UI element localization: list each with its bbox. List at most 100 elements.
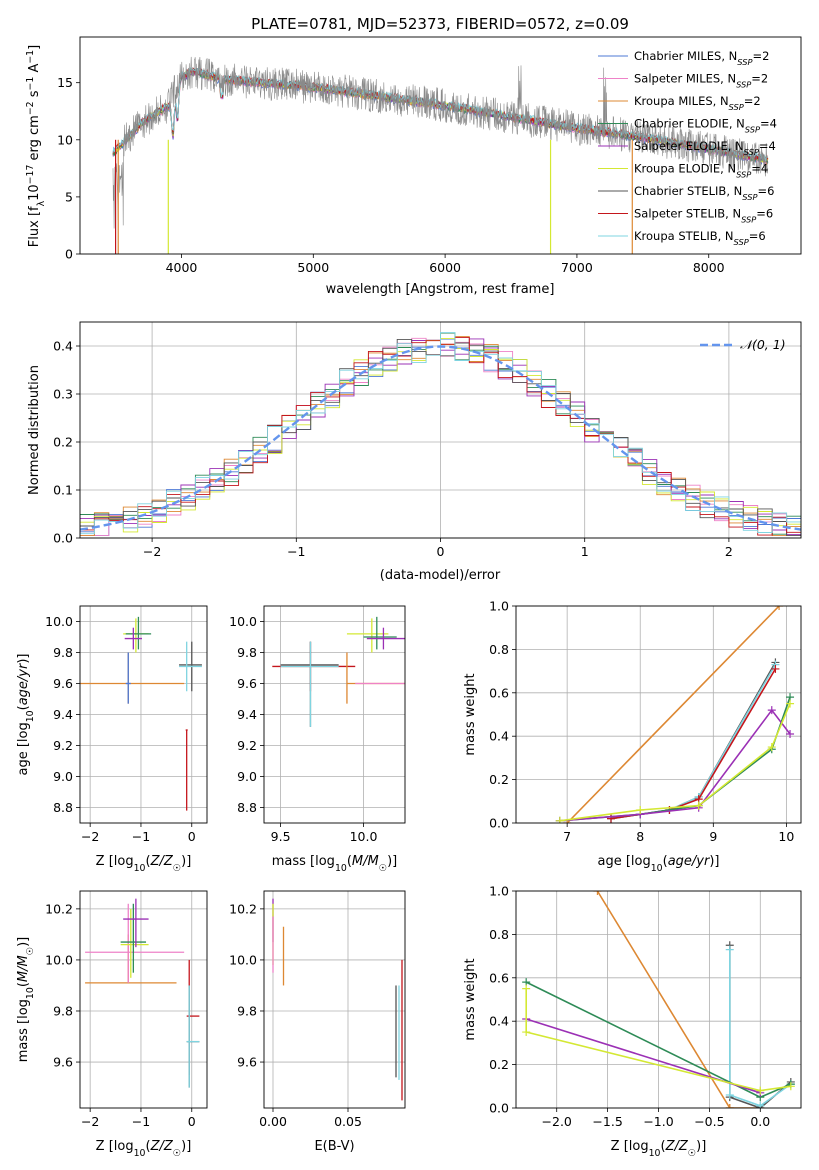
y-tick-label: 9.8 (53, 1003, 73, 1018)
x-axis-label: (data-model)/error (380, 568, 501, 583)
y-tick-label: 0.6 (489, 685, 509, 700)
x-tick-label: −2 (81, 1114, 99, 1129)
legend-label: Chabrier STELIB, NSSP=6 (634, 184, 774, 202)
plot-massweight_vs_age: 7 8 9 10 0.0 0.2 0.4 0.6 0.8 1.0 age [log10(age/yr… (463, 599, 802, 874)
x-tick-label: −1 (132, 829, 150, 844)
mass-weight-marker (593, 891, 602, 895)
axes-frame (79, 890, 208, 1109)
y-tick-label: 10.0 (45, 614, 73, 629)
x-axis-label: age [log10(age/yr)] (597, 854, 719, 874)
y-tick-label: 9.6 (237, 676, 257, 691)
x-tick-label: 7000 (561, 260, 593, 275)
legend-label: 𝒩(0, 1) (740, 337, 786, 352)
chart-title: PLATE=0781, MJD=52373, FIBERID=0572, z=0… (251, 15, 629, 33)
plot-area (80, 616, 202, 811)
x-tick-label: 10.0 (350, 829, 378, 844)
axes-frame (515, 605, 802, 824)
mass-weight-marker (786, 730, 795, 739)
plot-age_vs_Z: −2 −1 0 8.8 9.0 9.2 9.4 9.6 9.8 10.0 Z [log10(Z/Z☉… (16, 605, 208, 874)
plot-area (272, 898, 403, 1101)
x-tick-label: −2 (143, 544, 161, 559)
plot-area (85, 898, 200, 1088)
x-tick-label: 8 (636, 829, 644, 844)
y-tick-label: 0 (65, 247, 73, 262)
y-tick-label: 9.6 (53, 1055, 73, 1070)
mass-weight-line (559, 696, 791, 822)
x-tick-label: 8000 (693, 260, 725, 275)
gaussian-curve (80, 345, 801, 531)
y-tick-label: 1.0 (489, 599, 509, 614)
mass-weight-line (610, 664, 777, 820)
legend-label: Salpeter STELIB, NSSP=6 (634, 207, 773, 225)
x-axis-label: Z [log10(Z/Z☉)] (96, 854, 192, 874)
x-tick-label: −1.0 (643, 1114, 673, 1129)
legend-label: Salpeter MILES, NSSP=2 (634, 72, 768, 90)
y-tick-label: 10.0 (229, 952, 257, 967)
y-tick-label: 9.8 (237, 645, 257, 660)
x-tick-label: 5000 (297, 260, 329, 275)
y-tick-label: 10 (57, 132, 73, 147)
y-axis-label: mass [log10(M/M☉)] (16, 937, 36, 1063)
x-tick-label: 1 (581, 544, 589, 559)
mass-weight-marker (522, 1028, 531, 1037)
y-axis-label: mass weight (463, 958, 478, 1040)
y-tick-label: 0.0 (489, 1101, 509, 1116)
axes-frame (79, 36, 802, 255)
x-tick-label: 2 (725, 544, 733, 559)
y-tick-label: 10.2 (45, 901, 73, 916)
axes-frame (263, 605, 406, 824)
y-tick-label: 0.8 (489, 642, 509, 657)
y-tick-label: 8.8 (53, 800, 73, 815)
y-tick-label: 0.4 (53, 339, 73, 354)
y-tick-label: 9.2 (53, 738, 73, 753)
mass-weight-line (525, 988, 791, 1092)
x-tick-label: 10 (778, 829, 794, 844)
y-tick-label: 9.0 (237, 769, 257, 784)
y-tick-label: 0.2 (489, 1057, 509, 1072)
mass-weight-marker (786, 699, 795, 708)
x-tick-label: 6000 (429, 260, 461, 275)
mass-weight-marker (767, 706, 776, 715)
plot-area (272, 616, 405, 727)
y-axis-label: age [log10(age/yr)] (16, 653, 36, 775)
y-tick-label: 9.6 (237, 1055, 257, 1070)
axes-frame (79, 605, 208, 824)
y-tick-label: 10.0 (45, 952, 73, 967)
legend-label: Chabrier MILES, NSSP=2 (634, 49, 769, 67)
y-axis-label: Flux [fλ10−17 erg cm−2 s−1 A−1] (25, 45, 47, 247)
x-axis-label: Z [log10(Z/Z☉)] (96, 1139, 192, 1159)
y-axis-label: mass weight (463, 673, 478, 755)
legend-label: Kroupa MILES, NSSP=2 (634, 94, 761, 112)
x-axis-label: wavelength [Angstrom, rest frame] (326, 282, 555, 297)
y-tick-label: 0.4 (489, 729, 509, 744)
x-tick-label: 0.00 (259, 1114, 287, 1129)
x-tick-label: 0.0 (750, 1114, 770, 1129)
y-tick-label: 9.4 (53, 707, 73, 722)
y-tick-label: 1.0 (489, 884, 509, 899)
y-tick-label: 0.8 (489, 927, 509, 942)
mass-weight-marker (636, 805, 645, 814)
histogram-step (80, 332, 801, 537)
x-axis-label: E(B-V) (314, 1139, 354, 1154)
mass-weight-marker (786, 1082, 795, 1091)
legend-label: Salpeter ELODIE, NSSP=4 (634, 139, 776, 157)
x-tick-label: 0 (437, 544, 445, 559)
legend-label: Kroupa STELIB, NSSP=6 (634, 229, 766, 247)
x-tick-label: 0 (188, 829, 196, 844)
mass-weight-line (566, 606, 780, 823)
plot-mass_vs_ebv: 0.00 0.05 9.6 9.8 10.0 10.2 E(B-V) (229, 890, 406, 1154)
legend: Chabrier MILES, NSSP=2 Salpeter MILES, NS… (598, 49, 777, 247)
mass-weight-marker (555, 816, 564, 823)
y-tick-label: 9.8 (237, 1003, 257, 1018)
y-tick-label: 9.4 (237, 707, 257, 722)
y-tick-label: 9.6 (53, 676, 73, 691)
plot-area (80, 332, 801, 537)
y-tick-label: 0.3 (53, 387, 73, 402)
y-tick-label: 0.1 (53, 483, 73, 498)
mass-weight-marker (756, 1086, 765, 1095)
x-axis-label: Z [log10(Z/Z☉)] (611, 1139, 707, 1159)
mass-weight-line (610, 668, 777, 820)
mass-weight-marker (771, 664, 780, 673)
y-tick-label: 15 (57, 75, 73, 90)
y-tick-label: 9.0 (53, 769, 73, 784)
